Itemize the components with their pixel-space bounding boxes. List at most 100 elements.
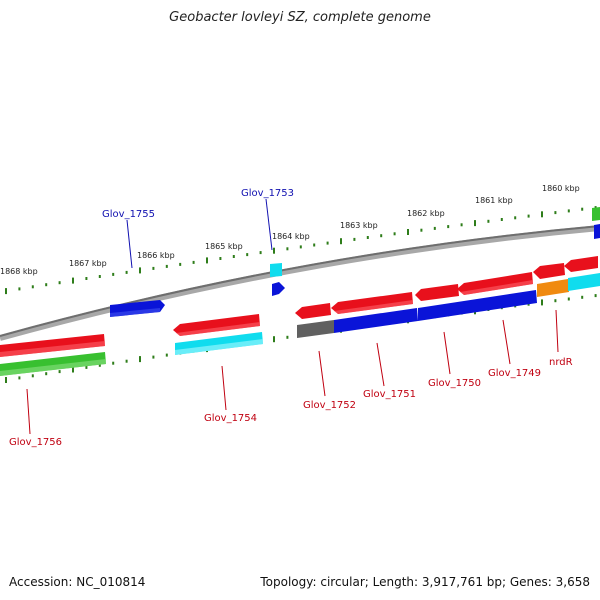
gene-glov-1756[interactable]	[0, 352, 106, 376]
gene-red-right-a[interactable]	[533, 263, 565, 279]
gene-glov-1754[interactable]	[175, 332, 263, 355]
kbp-label: 1863 kbp	[340, 221, 378, 230]
scale-major-tick	[206, 257, 208, 264]
scale-major-tick	[5, 288, 7, 295]
gene-glov-1750-red[interactable]	[415, 284, 459, 301]
gene-glov-1752[interactable]	[297, 320, 334, 338]
gene-red-right-b[interactable]	[564, 256, 598, 272]
kbp-label: 1861 kbp	[475, 196, 513, 205]
gene-glov-1753[interactable]	[270, 263, 285, 296]
scale-major-tick	[72, 277, 74, 284]
scale-minor-tick	[18, 287, 21, 291]
scale-minor-tick	[313, 243, 316, 247]
gene-label: Glov_1750	[428, 378, 481, 389]
kbp-label: 1860 kbp	[542, 184, 580, 193]
scale-major-tick	[273, 247, 275, 254]
scale-minor-tick	[98, 275, 101, 278]
scale-minor-tick	[366, 236, 369, 239]
label-glov-1753: Glov_1753	[241, 188, 294, 251]
scale-minor-tick	[165, 264, 168, 268]
scale-major-tick	[72, 366, 74, 373]
scale-minor-tick	[152, 266, 155, 270]
scale-minor-tick	[326, 241, 329, 245]
gene-label: Glov_1749	[488, 368, 541, 379]
scale-major-tick	[139, 356, 141, 363]
scale-minor-tick	[45, 372, 48, 376]
genome-backbone	[0, 225, 600, 341]
gene-glov-1751-red[interactable]	[331, 292, 413, 314]
gene-cyan-right[interactable]	[568, 273, 600, 291]
scale-minor-tick	[125, 359, 128, 363]
scale-minor-tick	[500, 218, 503, 221]
gene-glov-1756-red[interactable]	[0, 334, 105, 357]
scale-major-tick	[541, 211, 543, 218]
scale-minor-tick	[85, 365, 88, 369]
gene-far-right-blue[interactable]	[594, 224, 600, 239]
scale-minor-tick	[581, 207, 584, 211]
scale-minor-tick	[31, 285, 34, 289]
gene-nrdR[interactable]	[537, 279, 569, 297]
scale-minor-tick	[152, 355, 155, 359]
scale-minor-tick	[165, 353, 168, 357]
scale-minor-tick	[514, 216, 517, 220]
gene-far-right-green[interactable]	[592, 207, 600, 221]
label-glov-1750: Glov_1750	[428, 331, 481, 389]
gene-glov-1754-red[interactable]	[173, 314, 260, 336]
scale-minor-tick	[192, 260, 195, 264]
scale-minor-tick	[85, 277, 88, 280]
scale-minor-tick	[58, 370, 61, 374]
scale-minor-tick	[246, 253, 249, 257]
scale-major-tick	[474, 220, 476, 227]
scale-minor-tick	[567, 209, 570, 213]
scale-minor-tick	[18, 376, 21, 380]
gene-label: Glov_1754	[204, 413, 257, 424]
scale-minor-tick	[179, 262, 182, 266]
scale-minor-tick	[45, 283, 48, 287]
scale-minor-tick	[98, 363, 101, 367]
scale-minor-tick	[433, 226, 436, 230]
label-glov-1755: Glov_1755	[102, 209, 155, 269]
kbp-label: 1866 kbp	[137, 251, 175, 260]
gene-label: Glov_1756	[9, 437, 62, 448]
genome-summary-text: Topology: circular; Length: 3,917,761 bp…	[260, 575, 590, 589]
gene-glov-1752-red[interactable]	[295, 303, 331, 319]
kbp-label: 1862 kbp	[407, 209, 445, 218]
kbp-label: 1867 kbp	[69, 259, 107, 268]
scale-minor-tick	[31, 374, 34, 378]
scale-major-tick	[5, 377, 7, 383]
scale-minor-tick	[112, 361, 115, 365]
scale-major-tick	[139, 267, 141, 274]
gene-glov-1749-red[interactable]	[457, 272, 533, 295]
gene-glov-1755[interactable]	[110, 300, 165, 317]
gene-glov-1750[interactable]	[418, 290, 537, 321]
scale-minor-tick	[259, 251, 262, 255]
scale-minor-tick	[232, 255, 235, 258]
label-glov-1756: Glov_1756	[9, 388, 62, 448]
label-glov-1752: Glov_1752	[303, 350, 356, 411]
scale-minor-tick	[393, 232, 396, 236]
upper-scale-ring	[5, 206, 597, 295]
scale-minor-tick	[460, 223, 463, 227]
scale-minor-tick	[594, 294, 597, 298]
scale-minor-tick	[58, 281, 61, 285]
gene-label: Glov_1753	[241, 188, 294, 199]
scale-minor-tick	[581, 295, 584, 299]
scale-minor-tick	[125, 270, 128, 274]
gene-label: Glov_1752	[303, 400, 356, 411]
label-glov-1751: Glov_1751	[363, 342, 416, 400]
gene-glov-1751[interactable]	[334, 308, 418, 333]
scale-minor-tick	[299, 245, 302, 249]
scale-minor-tick	[286, 335, 289, 339]
scale-minor-tick	[112, 272, 115, 276]
gene-label: nrdR	[549, 357, 573, 368]
scale-minor-tick	[380, 234, 383, 238]
label-glov-1749: Glov_1749	[488, 319, 541, 379]
scale-major-tick	[407, 229, 409, 235]
scale-minor-tick	[554, 211, 557, 215]
scale-minor-tick	[286, 247, 289, 251]
scale-minor-tick	[527, 214, 530, 218]
gene-label: Glov_1755	[102, 209, 155, 220]
gene-label: Glov_1751	[363, 389, 416, 400]
kbp-label: 1868 kbp	[0, 267, 38, 276]
